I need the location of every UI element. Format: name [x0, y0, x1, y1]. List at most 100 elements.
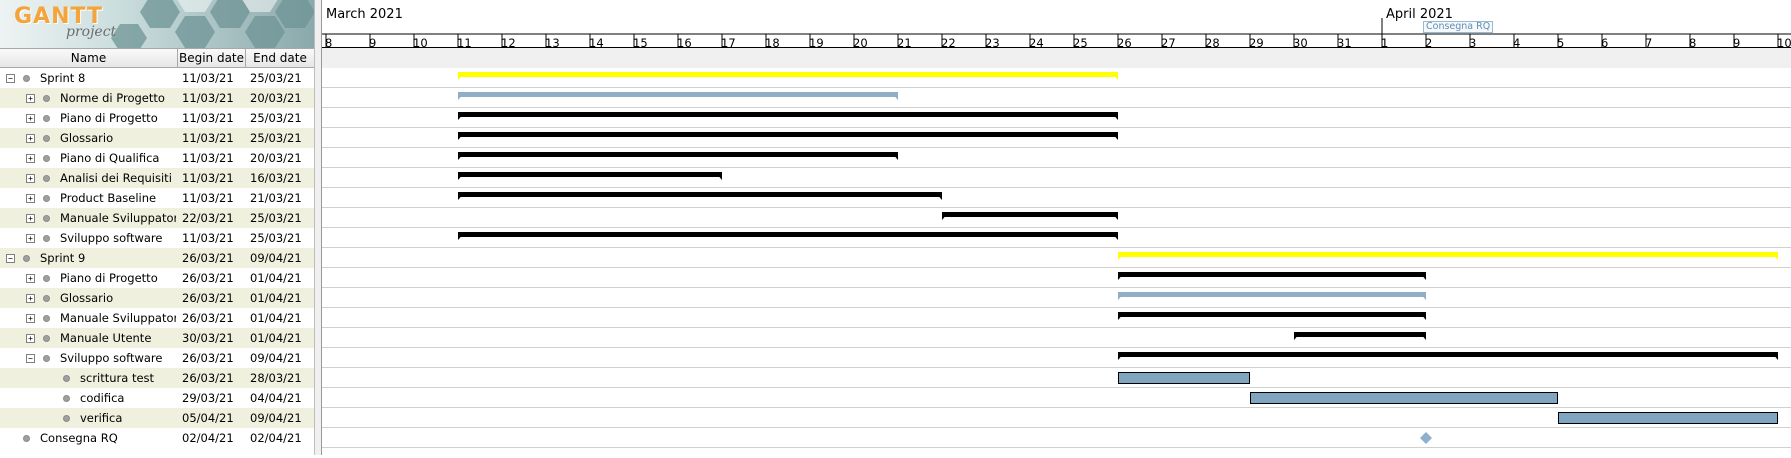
expand-icon[interactable]: + — [26, 274, 35, 283]
task-end-date[interactable]: 01/04/21 — [250, 311, 302, 325]
task-end-date[interactable]: 16/03/21 — [250, 171, 302, 185]
task-begin-date[interactable]: 26/03/21 — [182, 251, 234, 265]
task-name[interactable]: Manuale Sviluppatore — [60, 211, 176, 225]
task-begin-date[interactable]: 11/03/21 — [182, 111, 234, 125]
task-row[interactable]: + Piano di Progetto 26/03/21 01/04/21 — [0, 268, 314, 288]
task-name[interactable]: Piano di Progetto — [60, 111, 158, 125]
task-end-date[interactable]: 01/04/21 — [250, 331, 302, 345]
task-bar[interactable] — [1118, 312, 1426, 317]
task-name[interactable]: verifica — [80, 411, 123, 425]
subtask-bar[interactable] — [1118, 372, 1250, 384]
task-name[interactable]: Consegna RQ — [40, 431, 118, 445]
task-name[interactable]: Sprint 8 — [40, 71, 86, 85]
task-name[interactable]: Sviluppo software — [60, 351, 163, 365]
task-begin-date[interactable]: 11/03/21 — [182, 151, 234, 165]
task-begin-date[interactable]: 26/03/21 — [182, 371, 234, 385]
task-row[interactable]: + Glossario 26/03/21 01/04/21 — [0, 288, 314, 308]
task-begin-date[interactable]: 11/03/21 — [182, 231, 234, 245]
task-end-date[interactable]: 01/04/21 — [250, 271, 302, 285]
task-row[interactable]: + Manuale Sviluppatore 26/03/21 01/04/21 — [0, 308, 314, 328]
gantt-chart-area[interactable]: 8 9 10 11 12 13 14 15 16 17 18 19 20 21 22 23 24 25 26 27 28… — [322, 0, 1791, 455]
task-row[interactable]: − Sprint 8 11/03/21 25/03/21 — [0, 68, 314, 88]
task-end-date[interactable]: 25/03/21 — [250, 111, 302, 125]
panel-splitter[interactable] — [314, 0, 322, 455]
task-begin-date[interactable]: 11/03/21 — [182, 71, 234, 85]
expand-icon[interactable]: + — [26, 114, 35, 123]
column-header-begin-date[interactable]: Begin date — [178, 49, 246, 67]
task-end-date[interactable]: 25/03/21 — [250, 211, 302, 225]
task-end-date[interactable]: 09/04/21 — [250, 351, 302, 365]
subtask-bar[interactable] — [1250, 392, 1558, 404]
completed-task-bar[interactable] — [458, 92, 898, 97]
task-begin-date[interactable]: 11/03/21 — [182, 171, 234, 185]
expand-icon[interactable]: + — [26, 174, 35, 183]
expand-icon[interactable]: + — [26, 314, 35, 323]
task-begin-date[interactable]: 11/03/21 — [182, 191, 234, 205]
task-row[interactable]: + Sviluppo software 11/03/21 25/03/21 — [0, 228, 314, 248]
task-row[interactable]: + Piano di Qualifica 11/03/21 20/03/21 — [0, 148, 314, 168]
task-row[interactable]: − Sviluppo software 26/03/21 09/04/21 — [0, 348, 314, 368]
task-row[interactable]: − Sprint 9 26/03/21 09/04/21 — [0, 248, 314, 268]
task-name[interactable]: Norme di Progetto — [60, 91, 165, 105]
summary-bar[interactable] — [458, 72, 1118, 77]
task-begin-date[interactable]: 26/03/21 — [182, 311, 234, 325]
task-end-date[interactable]: 09/04/21 — [250, 251, 302, 265]
task-row[interactable]: + Manuale Sviluppatore 22/03/21 25/03/21 — [0, 208, 314, 228]
task-row[interactable]: scrittura test 26/03/21 28/03/21 — [0, 368, 314, 388]
milestone-diamond[interactable] — [1420, 432, 1432, 444]
collapse-icon[interactable]: − — [26, 354, 35, 363]
task-end-date[interactable]: 20/03/21 — [250, 91, 302, 105]
column-header-name[interactable]: Name — [0, 49, 178, 67]
task-end-date[interactable]: 21/03/21 — [250, 191, 302, 205]
task-begin-date[interactable]: 30/03/21 — [182, 331, 234, 345]
task-row[interactable]: codifica 29/03/21 04/04/21 — [0, 388, 314, 408]
task-name[interactable]: Manuale Sviluppatore — [60, 311, 176, 325]
task-row[interactable]: + Manuale Utente 30/03/21 01/04/21 — [0, 328, 314, 348]
task-end-date[interactable]: 28/03/21 — [250, 371, 302, 385]
task-end-date[interactable]: 20/03/21 — [250, 151, 302, 165]
task-name[interactable]: Product Baseline — [60, 191, 157, 205]
task-name[interactable]: Sprint 9 — [40, 251, 86, 265]
expand-icon[interactable]: + — [26, 194, 35, 203]
task-bar[interactable] — [458, 112, 1118, 117]
collapse-icon[interactable]: − — [6, 74, 15, 83]
task-begin-date[interactable]: 11/03/21 — [182, 91, 234, 105]
task-bar[interactable] — [1118, 352, 1778, 357]
task-bar[interactable] — [458, 132, 1118, 137]
task-bar[interactable] — [458, 172, 722, 177]
task-name[interactable]: Analisi dei Requisiti — [60, 171, 172, 185]
task-end-date[interactable]: 02/04/21 — [250, 431, 302, 445]
task-row[interactable]: + Analisi dei Requisiti 11/03/21 16/03/21 — [0, 168, 314, 188]
task-row[interactable]: + Norme di Progetto 11/03/21 20/03/21 — [0, 88, 314, 108]
task-name[interactable]: Glossario — [60, 131, 114, 145]
task-begin-date[interactable]: 02/04/21 — [182, 431, 234, 445]
task-begin-date[interactable]: 05/04/21 — [182, 411, 234, 425]
task-name[interactable]: Manuale Utente — [60, 331, 152, 345]
column-header-end-date[interactable]: End date — [253, 51, 307, 65]
task-bar[interactable] — [458, 152, 898, 157]
expand-icon[interactable]: + — [26, 154, 35, 163]
task-row[interactable]: Consegna RQ 02/04/21 02/04/21 — [0, 428, 314, 448]
task-name[interactable]: Sviluppo software — [60, 231, 163, 245]
task-begin-date[interactable]: 29/03/21 — [182, 391, 234, 405]
task-row[interactable]: + Product Baseline 11/03/21 21/03/21 — [0, 188, 314, 208]
task-name[interactable]: codifica — [80, 391, 125, 405]
expand-icon[interactable]: + — [26, 134, 35, 143]
task-name[interactable]: Piano di Progetto — [60, 271, 158, 285]
task-bar[interactable] — [1294, 332, 1426, 337]
task-bar[interactable] — [1118, 272, 1426, 277]
summary-bar[interactable] — [1118, 252, 1778, 257]
task-name[interactable]: Glossario — [60, 291, 114, 305]
task-begin-date[interactable]: 22/03/21 — [182, 211, 234, 225]
task-row[interactable]: + Piano di Progetto 11/03/21 25/03/21 — [0, 108, 314, 128]
task-begin-date[interactable]: 26/03/21 — [182, 271, 234, 285]
milestone-header-label[interactable]: Consegna RQ — [1423, 21, 1494, 33]
subtask-bar[interactable] — [1558, 412, 1778, 424]
expand-icon[interactable]: + — [26, 214, 35, 223]
task-end-date[interactable]: 09/04/21 — [250, 411, 302, 425]
task-row[interactable]: + Glossario 11/03/21 25/03/21 — [0, 128, 314, 148]
task-name[interactable]: scrittura test — [80, 371, 155, 385]
collapse-icon[interactable]: − — [6, 254, 15, 263]
expand-icon[interactable]: + — [26, 294, 35, 303]
task-bar[interactable] — [458, 192, 942, 197]
